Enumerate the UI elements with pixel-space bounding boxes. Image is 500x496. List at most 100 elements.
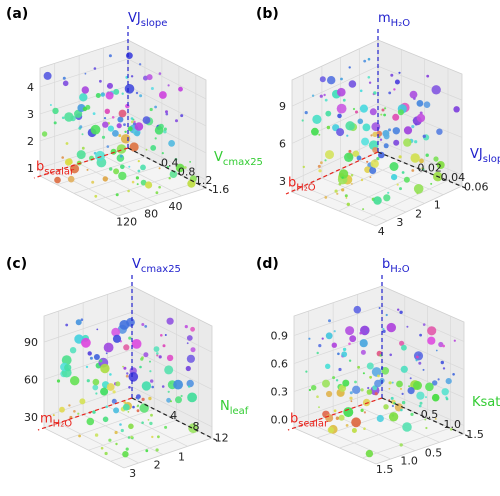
data-point bbox=[342, 98, 346, 102]
z-axis-title: mH₂O bbox=[378, 11, 410, 29]
data-point bbox=[154, 137, 157, 140]
data-point bbox=[338, 384, 347, 392]
data-point bbox=[158, 167, 161, 170]
data-point bbox=[359, 89, 363, 93]
data-point bbox=[139, 94, 143, 98]
y-tick-label: 1.5 bbox=[466, 428, 484, 441]
data-point bbox=[104, 108, 111, 115]
data-point bbox=[363, 427, 366, 431]
data-point bbox=[331, 342, 337, 348]
data-point bbox=[383, 113, 386, 117]
data-point bbox=[137, 397, 140, 400]
data-point bbox=[342, 347, 347, 352]
data-point bbox=[145, 449, 149, 453]
data-point bbox=[378, 136, 381, 139]
data-point bbox=[92, 410, 96, 414]
data-point bbox=[111, 116, 115, 119]
data-point bbox=[312, 114, 322, 124]
data-point bbox=[326, 125, 331, 130]
data-point bbox=[73, 410, 76, 413]
data-point bbox=[391, 404, 394, 408]
data-point bbox=[378, 307, 381, 309]
data-point bbox=[324, 98, 328, 102]
data-point bbox=[61, 116, 65, 120]
x-tick-label: 3 bbox=[396, 216, 403, 229]
panel-d: 0.5 1.0 1.5 0.5 1.0 1.5 0.0 0.3 0.6 0.9 bH₂O bscala… bbox=[256, 256, 500, 476]
data-point bbox=[418, 361, 422, 365]
data-point bbox=[383, 143, 389, 149]
data-point bbox=[318, 344, 322, 348]
data-point bbox=[185, 365, 191, 372]
data-point bbox=[41, 131, 48, 137]
grid-line bbox=[90, 173, 179, 203]
data-point bbox=[79, 93, 88, 102]
data-point bbox=[360, 408, 364, 412]
data-point bbox=[362, 372, 365, 375]
data-point bbox=[422, 134, 426, 138]
data-point bbox=[390, 396, 394, 400]
data-point bbox=[122, 451, 129, 458]
data-point bbox=[337, 87, 346, 97]
data-point bbox=[376, 414, 384, 423]
data-point bbox=[186, 342, 189, 345]
z-tick-label: 1 bbox=[27, 162, 34, 175]
data-point bbox=[356, 155, 362, 161]
data-point bbox=[112, 130, 119, 137]
data-point bbox=[149, 360, 151, 363]
data-point bbox=[452, 373, 455, 376]
data-point bbox=[338, 367, 342, 372]
data-point bbox=[116, 123, 122, 129]
data-point bbox=[341, 176, 344, 179]
grid-line bbox=[107, 182, 196, 212]
data-point bbox=[335, 416, 340, 420]
data-point bbox=[188, 385, 191, 388]
data-point bbox=[86, 168, 89, 171]
data-point bbox=[95, 93, 101, 98]
data-point bbox=[304, 111, 308, 115]
data-point bbox=[423, 101, 431, 108]
data-point bbox=[119, 320, 130, 330]
data-point bbox=[353, 305, 362, 314]
data-point bbox=[371, 122, 381, 132]
data-point bbox=[332, 376, 336, 380]
data-point bbox=[400, 408, 403, 412]
data-point bbox=[127, 436, 131, 439]
data-point bbox=[149, 421, 153, 426]
data-point bbox=[416, 391, 425, 400]
grid-line bbox=[54, 171, 133, 212]
grid-line bbox=[66, 408, 155, 440]
data-point bbox=[64, 364, 72, 372]
data-point bbox=[183, 166, 187, 169]
data-point bbox=[150, 379, 154, 383]
z-tick-label: 3 bbox=[279, 175, 286, 188]
y-axis-title: VJslope bbox=[470, 147, 500, 165]
data-point bbox=[105, 352, 108, 355]
z-tick-label: 60 bbox=[24, 373, 38, 386]
data-point bbox=[319, 76, 326, 83]
z-tick-label: 9 bbox=[279, 100, 286, 113]
data-point bbox=[416, 100, 424, 107]
data-point bbox=[336, 128, 345, 137]
data-point bbox=[114, 430, 118, 435]
data-point bbox=[118, 171, 127, 181]
data-point bbox=[408, 385, 411, 388]
data-point bbox=[302, 165, 305, 169]
grid-line bbox=[78, 163, 158, 204]
data-point bbox=[86, 417, 95, 426]
data-point bbox=[367, 57, 371, 61]
data-point bbox=[102, 121, 109, 128]
data-point bbox=[325, 363, 331, 369]
data-point bbox=[363, 411, 366, 414]
data-point bbox=[425, 382, 434, 392]
data-point bbox=[141, 421, 144, 425]
x-axis-line bbox=[37, 397, 133, 431]
data-point bbox=[115, 193, 119, 197]
data-point bbox=[123, 344, 130, 351]
data-point bbox=[422, 323, 426, 326]
grid-line bbox=[291, 65, 379, 107]
data-point bbox=[113, 88, 120, 95]
data-point bbox=[54, 176, 61, 184]
data-point bbox=[121, 92, 124, 95]
data-point bbox=[101, 135, 106, 139]
